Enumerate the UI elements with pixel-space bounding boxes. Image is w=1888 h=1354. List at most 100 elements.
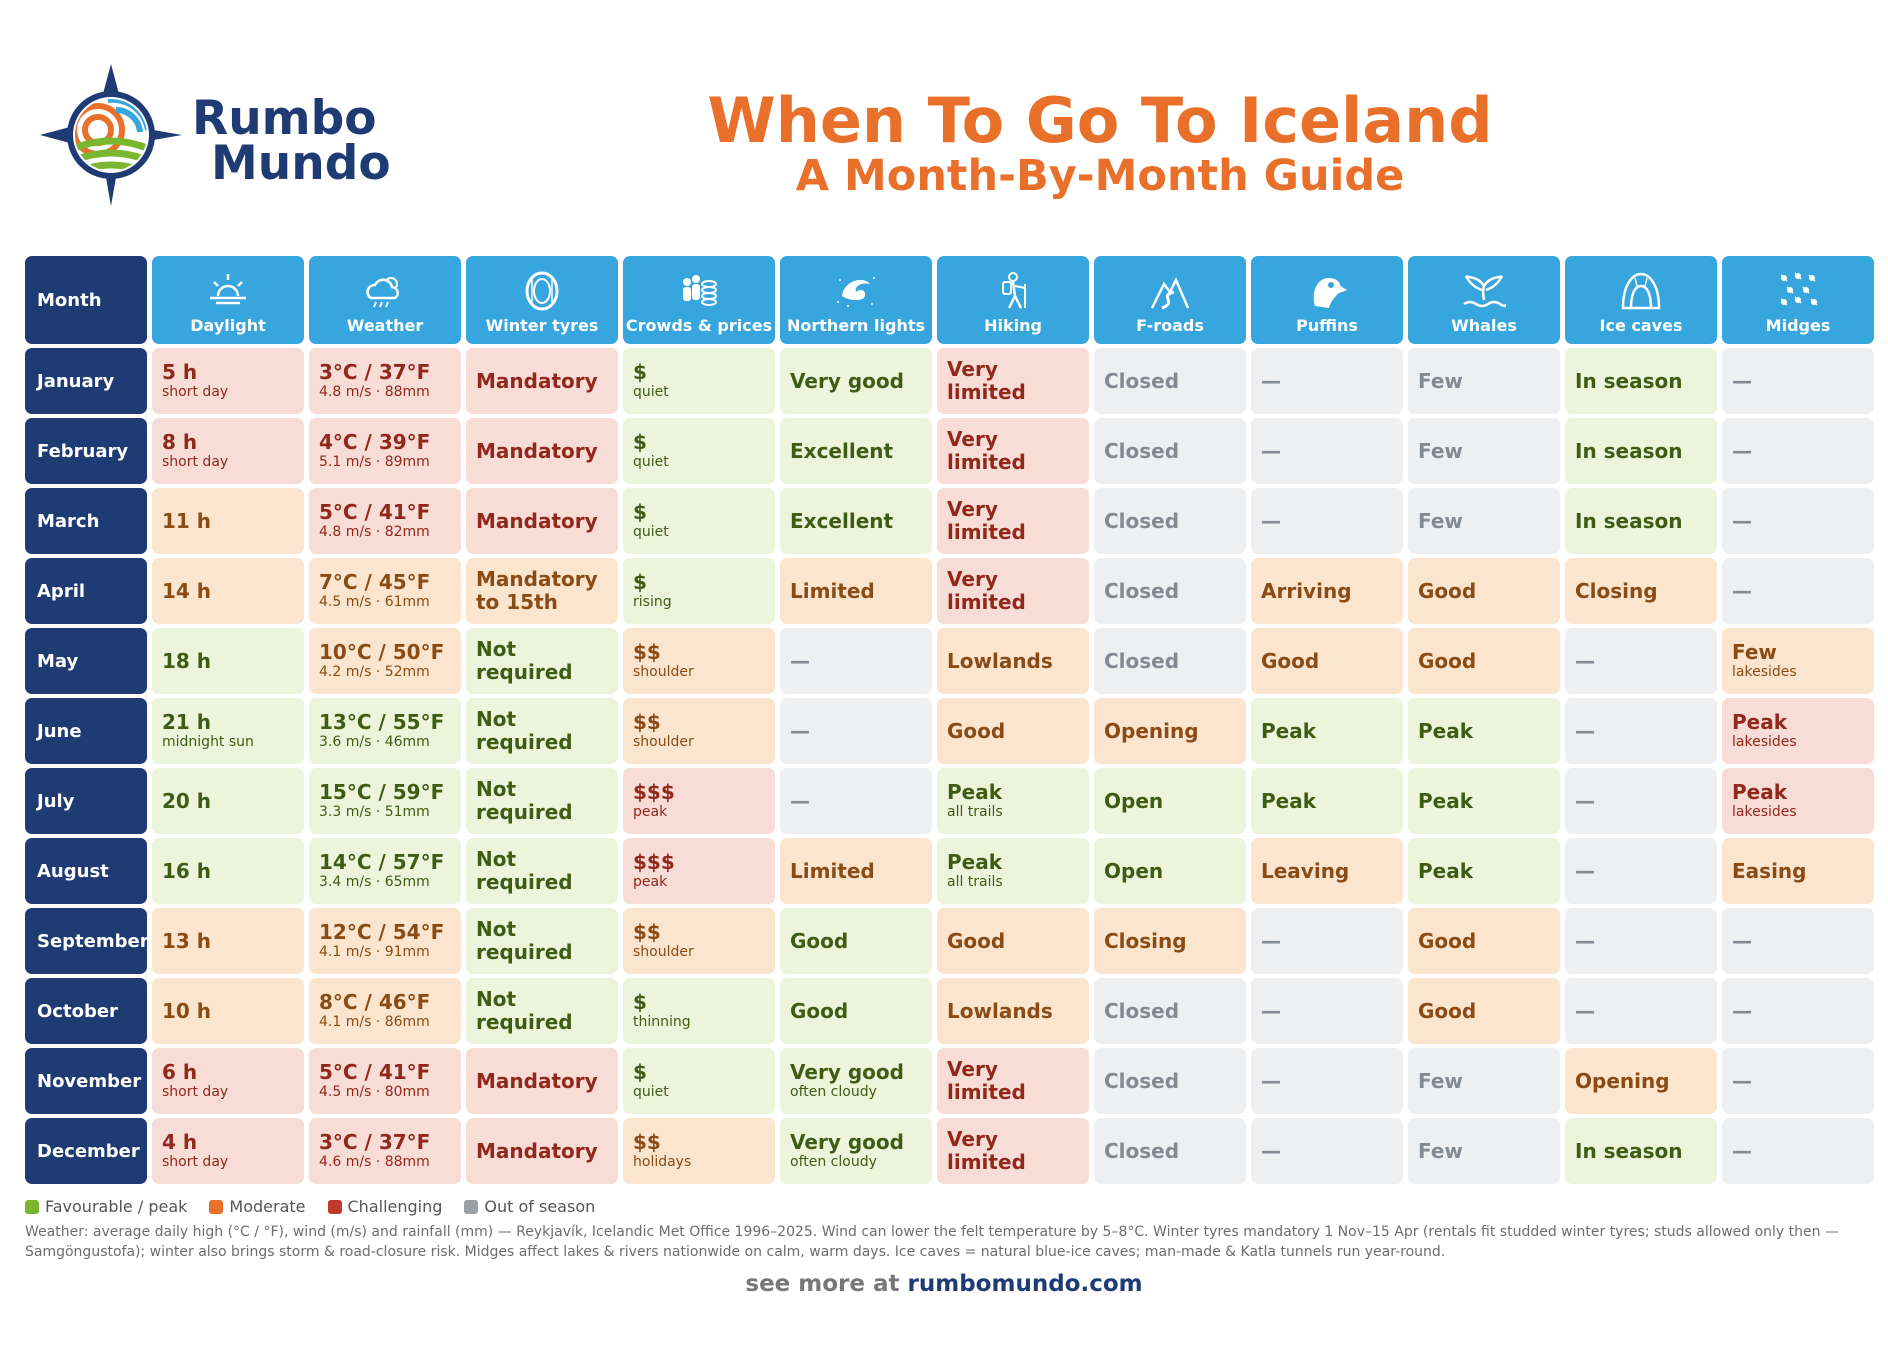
cell-value: 14 h bbox=[162, 578, 212, 603]
cell-march-daylight: 11 h bbox=[152, 488, 304, 554]
header-hiking: Hiking bbox=[937, 256, 1089, 344]
cell-note: lakesides bbox=[1732, 734, 1797, 750]
footer-link[interactable]: rumbomundo.com bbox=[907, 1271, 1143, 1297]
cell-note: thinning bbox=[633, 1014, 691, 1030]
cell-value: Peak bbox=[1261, 788, 1317, 813]
cell-value: 18 h bbox=[162, 648, 212, 673]
cell-value: Not required bbox=[476, 987, 573, 1034]
cell-november-winter-tyres: Mandatory bbox=[466, 1048, 618, 1114]
cell-value: — bbox=[1575, 788, 1595, 813]
cell-value: Opening bbox=[1575, 1068, 1670, 1093]
cell-value: Good bbox=[947, 718, 1006, 743]
cell-value: $ bbox=[633, 430, 647, 454]
cell-september-ice-caves: — bbox=[1565, 908, 1717, 974]
cell-october-daylight: 10 h bbox=[152, 978, 304, 1044]
cell-october-f-roads: Closed bbox=[1094, 978, 1246, 1044]
header-northern-lights: Northern lights bbox=[780, 256, 932, 344]
cell-value: 3°C / 37°F bbox=[319, 360, 431, 384]
cell-december-crowds-prices: $$ holidays bbox=[623, 1118, 775, 1184]
cell-february-crowds-prices: $ quiet bbox=[623, 418, 775, 484]
cell-value: Not required bbox=[476, 917, 573, 964]
cell-march-ice-caves: In season bbox=[1565, 488, 1717, 554]
cell-january-whales: Few bbox=[1408, 348, 1560, 414]
cell-december-f-roads: Closed bbox=[1094, 1118, 1246, 1184]
cell-march-midges: — bbox=[1722, 488, 1874, 554]
cell-note: 3.6 m/s · 46mm bbox=[319, 734, 430, 750]
cell-january-winter-tyres: Mandatory bbox=[466, 348, 618, 414]
cell-december-whales: Few bbox=[1408, 1118, 1560, 1184]
cell-value: Very good bbox=[790, 368, 904, 393]
cell-april-crowds-prices: $ rising bbox=[623, 558, 775, 624]
header-label: Midges bbox=[1765, 316, 1831, 335]
cell-value: Closing bbox=[1104, 928, 1187, 953]
header-ice-caves: Ice caves bbox=[1565, 256, 1717, 344]
footnotes: Weather: average daily high (°C / °F), w… bbox=[25, 1224, 1839, 1260]
cell-value: $$$ bbox=[633, 850, 675, 874]
month-label-march: March bbox=[25, 488, 147, 554]
cell-value: Very limited bbox=[947, 1057, 1026, 1104]
cell-july-ice-caves: — bbox=[1565, 768, 1717, 834]
legend: Favourable / peak Moderate Challenging O… bbox=[25, 1197, 595, 1216]
cell-note: 4.1 m/s · 86mm bbox=[319, 1014, 430, 1030]
cell-august-hiking: Peak all trails bbox=[937, 838, 1089, 904]
cell-value: — bbox=[1575, 998, 1595, 1023]
cell-value: Limited bbox=[790, 858, 875, 883]
aurora-icon bbox=[837, 277, 875, 307]
cell-april-f-roads: Closed bbox=[1094, 558, 1246, 624]
cell-value: Very good bbox=[790, 1060, 904, 1084]
cell-value: 4°C / 39°F bbox=[319, 430, 431, 454]
cell-value: Not required bbox=[476, 777, 573, 824]
cell-value: Peak bbox=[1418, 718, 1474, 743]
cell-august-daylight: 16 h bbox=[152, 838, 304, 904]
month-label-december: December bbox=[25, 1118, 147, 1184]
cell-november-ice-caves: Opening bbox=[1565, 1048, 1717, 1114]
cell-july-daylight: 20 h bbox=[152, 768, 304, 834]
header-label: F-roads bbox=[1136, 316, 1204, 335]
cell-note: quiet bbox=[633, 1084, 669, 1100]
cell-value: — bbox=[1732, 508, 1752, 533]
cell-value: Mandatory to 15th bbox=[476, 567, 598, 614]
midges-icon bbox=[1780, 272, 1818, 306]
cell-august-crowds-prices: $$$ peak bbox=[623, 838, 775, 904]
cell-october-weather: 8°C / 46°F 4.1 m/s · 86mm bbox=[309, 978, 461, 1044]
cell-value: 12°C / 54°F bbox=[319, 920, 445, 944]
cell-december-winter-tyres: Mandatory bbox=[466, 1118, 618, 1184]
cell-december-ice-caves: In season bbox=[1565, 1118, 1717, 1184]
cell-september-f-roads: Closing bbox=[1094, 908, 1246, 974]
header-label: Weather bbox=[346, 316, 424, 335]
brand-line-2: Mundo bbox=[211, 136, 391, 191]
cell-value: Mandatory bbox=[476, 368, 598, 393]
cell-value: Very limited bbox=[947, 497, 1026, 544]
puffin-icon bbox=[1313, 278, 1347, 308]
cell-value: 6 h bbox=[162, 1060, 198, 1084]
cell-june-puffins: Peak bbox=[1251, 698, 1403, 764]
cell-value: — bbox=[1261, 368, 1281, 393]
header-label: Puffins bbox=[1296, 316, 1358, 335]
header-label: Crowds & prices bbox=[625, 316, 773, 335]
brand-line-1: Rumbo bbox=[192, 91, 377, 146]
cell-may-puffins: Good bbox=[1251, 628, 1403, 694]
cell-march-winter-tyres: Mandatory bbox=[466, 488, 618, 554]
cell-november-whales: Few bbox=[1408, 1048, 1560, 1114]
cell-january-f-roads: Closed bbox=[1094, 348, 1246, 414]
cell-value: — bbox=[1732, 438, 1752, 463]
cell-january-crowds-prices: $ quiet bbox=[623, 348, 775, 414]
tyre-icon bbox=[525, 271, 559, 311]
cell-may-hiking: Lowlands bbox=[937, 628, 1089, 694]
cell-value: Peak bbox=[947, 780, 1003, 804]
cell-october-northern-lights: Good bbox=[780, 978, 932, 1044]
cell-december-weather: 3°C / 37°F 4.6 m/s · 88mm bbox=[309, 1118, 461, 1184]
cell-february-winter-tyres: Mandatory bbox=[466, 418, 618, 484]
cell-value: Peak bbox=[1732, 780, 1788, 804]
cell-value: $$ bbox=[633, 1130, 661, 1154]
cell-note: quiet bbox=[633, 384, 669, 400]
legend-swatch-orange bbox=[209, 1199, 224, 1214]
cell-value: — bbox=[790, 648, 810, 673]
cell-note: all trails bbox=[947, 804, 1003, 820]
cell-may-crowds-prices: $$ shoulder bbox=[623, 628, 775, 694]
cell-value: 16 h bbox=[162, 858, 212, 883]
cell-value: Few bbox=[1418, 1138, 1463, 1163]
hiker-icon bbox=[1002, 272, 1026, 309]
cell-value: Closed bbox=[1104, 998, 1180, 1023]
cell-value: Not required bbox=[476, 707, 573, 754]
